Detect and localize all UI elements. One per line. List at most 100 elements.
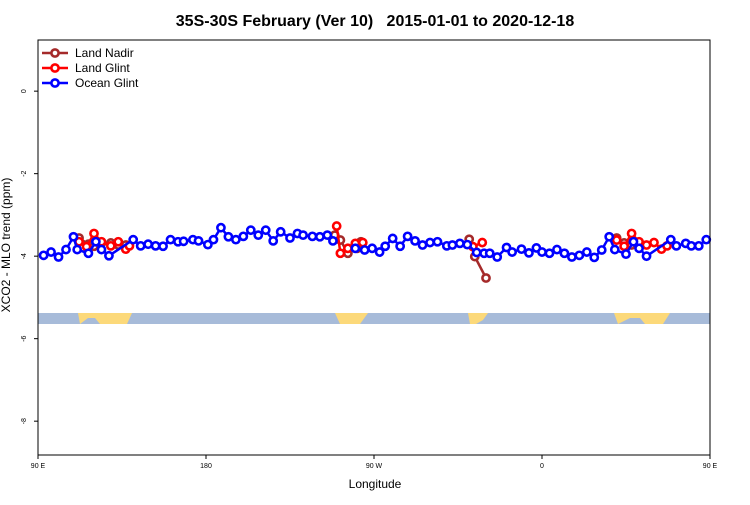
data-point: [230, 234, 241, 245]
land-patch: [335, 313, 368, 324]
legend-label: Ocean Glint: [75, 76, 139, 90]
data-point: [96, 244, 107, 255]
data-point: [516, 244, 527, 255]
data-point: [537, 247, 547, 257]
data-point: [53, 252, 64, 262]
data-point: [481, 273, 491, 283]
data-point: [395, 241, 406, 252]
legend-label: Land Glint: [75, 61, 130, 75]
data-point: [178, 236, 189, 247]
data-point: [359, 245, 370, 255]
data-point: [90, 236, 101, 247]
data-point: [367, 243, 378, 254]
data-point: [104, 250, 114, 261]
legend-marker: [50, 48, 60, 58]
data-point: [641, 240, 652, 250]
y-tick-label: -8: [21, 418, 28, 424]
data-point: [425, 237, 435, 248]
data-point: [307, 231, 318, 242]
legend-marker: [50, 63, 60, 73]
data-point: [260, 225, 271, 236]
x-tick-label: 90 W: [366, 463, 383, 470]
data-point: [387, 233, 398, 244]
data-point: [268, 235, 279, 246]
data-point: [342, 243, 353, 254]
ocean-band: [38, 313, 710, 324]
y-tick-label: -6: [21, 335, 28, 341]
data-point: [621, 249, 631, 260]
data-point: [581, 247, 592, 257]
data-point: [566, 252, 577, 262]
land-ocean-strip: [38, 313, 710, 324]
data-point: [208, 234, 219, 245]
data-point: [298, 230, 308, 241]
data-point: [68, 231, 79, 242]
data-point: [245, 225, 256, 236]
data-point: [331, 221, 342, 231]
land-patch: [468, 313, 488, 324]
data-point: [143, 239, 154, 250]
data-point: [113, 236, 124, 247]
data-point: [524, 247, 534, 258]
legend-label: Land Nadir: [75, 46, 134, 60]
data-point: [484, 248, 495, 259]
data-point: [432, 236, 443, 247]
data-point: [314, 231, 325, 242]
data-point: [357, 237, 368, 248]
data-point: [275, 226, 286, 237]
x-tick-label: 180: [200, 463, 212, 470]
data-point: [72, 244, 83, 255]
data-point: [609, 244, 620, 255]
data-point: [89, 228, 99, 239]
data-point: [611, 235, 622, 245]
data-point: [380, 241, 391, 252]
data-point: [253, 230, 264, 241]
data-point: [238, 231, 249, 242]
data-point: [128, 234, 139, 245]
land-patch: [78, 313, 132, 324]
data-point: [402, 231, 413, 242]
y-tick-label: 0: [21, 89, 28, 93]
data-point: [649, 237, 659, 248]
data-point: [447, 240, 458, 250]
data-point: [596, 245, 607, 255]
data-point: [701, 234, 712, 245]
data-point: [374, 247, 385, 257]
data-point: [38, 250, 49, 261]
series-layer: [38, 221, 712, 283]
y-tick-label: -2: [21, 170, 28, 176]
data-point: [492, 252, 503, 262]
data-point: [223, 231, 234, 242]
data-point: [477, 237, 488, 248]
data-point: [158, 241, 168, 252]
data-point: [686, 240, 697, 251]
data-point: [628, 236, 639, 247]
data-point: [641, 251, 652, 262]
data-point: [665, 234, 676, 245]
x-tick-label: 0: [540, 463, 544, 470]
data-point: [61, 244, 71, 255]
data-point: [105, 240, 116, 251]
data-point: [335, 248, 346, 259]
data-point: [193, 235, 204, 246]
data-point: [559, 248, 570, 259]
data-point: [544, 248, 555, 259]
y-axis: 0 -2 -4 -6 -8: [21, 89, 38, 424]
data-point: [604, 231, 615, 242]
x-tick-label: 90 E: [703, 463, 718, 470]
x-axis-label: Longitude: [349, 477, 402, 491]
data-point: [285, 233, 295, 243]
series-ocean-glint: [38, 222, 712, 263]
y-tick-label: -4: [21, 253, 28, 259]
data-point: [83, 248, 94, 259]
data-point: [202, 239, 213, 250]
x-tick-label: 90 E: [31, 463, 46, 470]
data-point: [135, 240, 146, 251]
data-point: [589, 252, 600, 263]
data-point: [46, 247, 56, 257]
y-axis-label: XCO2 - MLO trend (ppm): [0, 178, 13, 313]
data-point: [165, 234, 176, 245]
data-point: [552, 244, 562, 255]
